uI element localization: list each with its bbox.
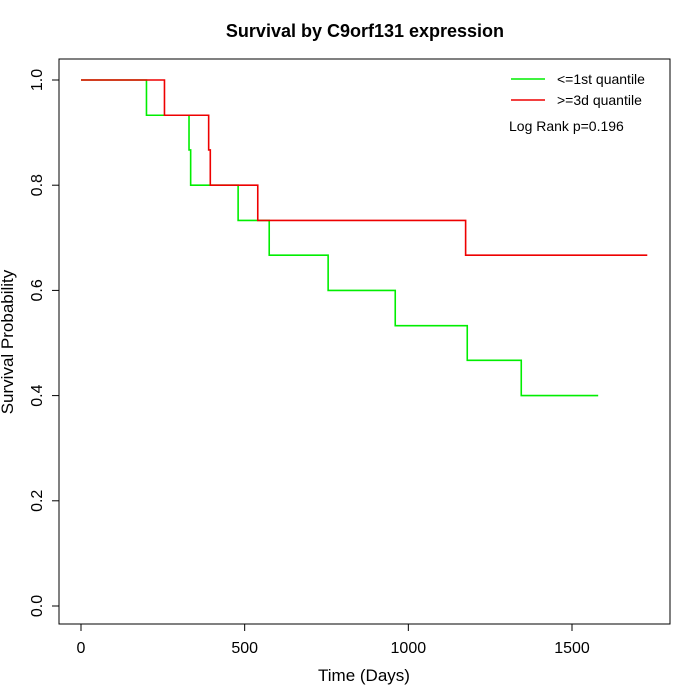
x-tick-label: 1500 bbox=[554, 640, 590, 657]
legend-label-1: >=3d quantile bbox=[557, 92, 642, 108]
y-axis-label: Survival Probability bbox=[0, 269, 17, 414]
y-tick-label: 0.0 bbox=[29, 595, 46, 617]
series-group bbox=[81, 79, 648, 397]
chart-title: Survival by C9orf131 expression bbox=[226, 21, 504, 41]
y-tick-label: 1.0 bbox=[29, 69, 46, 91]
y-axis: 0.0 0.2 0.4 0.6 0.8 1.0 bbox=[29, 69, 60, 617]
plot-frame bbox=[58, 58, 671, 625]
x-tick-label: 0 bbox=[77, 640, 86, 657]
series-line-1 bbox=[81, 79, 648, 256]
y-tick-label: 0.2 bbox=[29, 490, 46, 512]
series-line-0 bbox=[81, 79, 599, 397]
log-rank-annotation: Log Rank p=0.196 bbox=[509, 118, 624, 134]
x-axis: 0 500 1000 1500 bbox=[77, 623, 590, 657]
y-tick-label: 0.8 bbox=[29, 174, 46, 196]
x-axis-label: Time (Days) bbox=[318, 666, 410, 685]
x-tick-label: 500 bbox=[231, 640, 258, 657]
legend: <=1st quantile >=3d quantile bbox=[511, 71, 645, 108]
legend-label-0: <=1st quantile bbox=[557, 71, 645, 87]
x-tick-label: 1000 bbox=[391, 640, 427, 657]
y-tick-label: 0.4 bbox=[29, 384, 46, 406]
y-tick-label: 0.6 bbox=[29, 279, 46, 301]
